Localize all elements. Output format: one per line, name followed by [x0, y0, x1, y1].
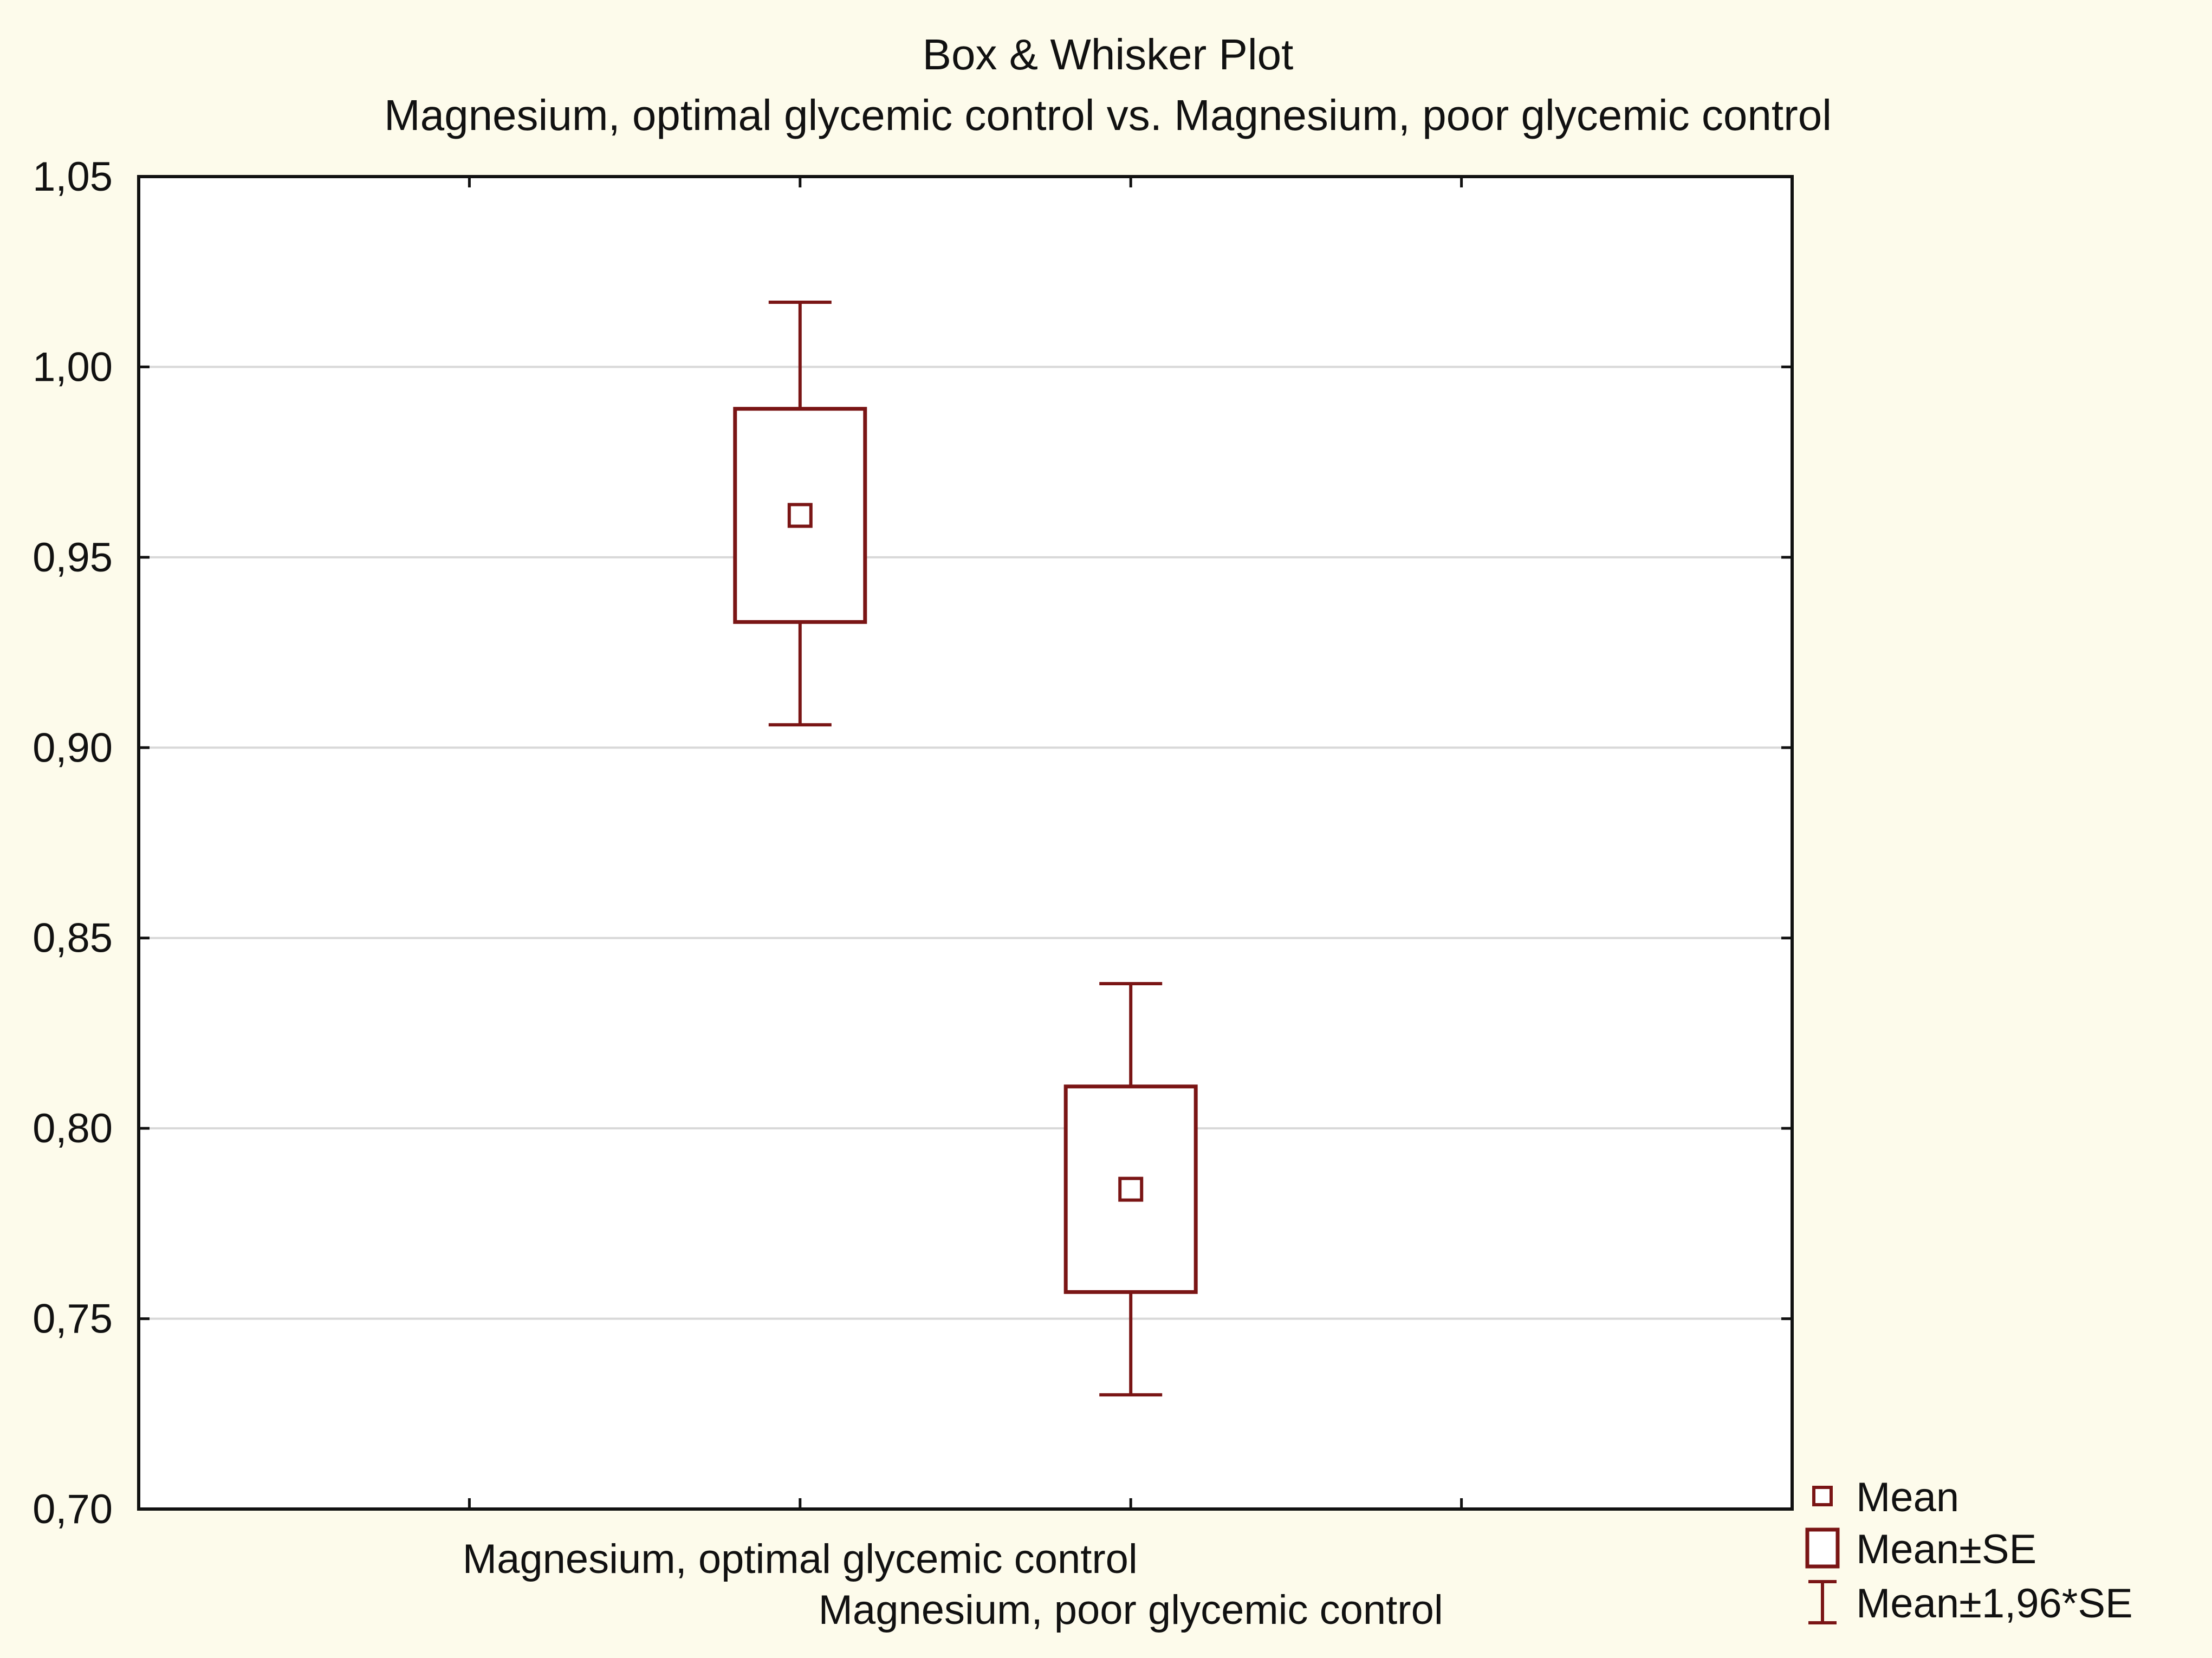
- x-tick-label: Magnesium, poor glycemic control: [819, 1587, 1443, 1633]
- y-tick-label: 1,00: [33, 344, 113, 390]
- legend: Mean Mean±SE Mean±1,96*SE: [1805, 1474, 2133, 1627]
- chart-subtitle: Magnesium, optimal glycemic control vs. …: [384, 91, 1832, 139]
- box-group: [1063, 982, 1198, 1397]
- plot-frame: [137, 175, 1794, 1511]
- legend-mean-symbol: [1812, 1486, 1833, 1506]
- y-axis-tick-labels: 0,70 0,75 0,80 0,85 0,90 0,95 1,00 1,05: [33, 154, 113, 1532]
- gridlines: [139, 366, 1792, 1320]
- legend-se-symbol: [1805, 1527, 1840, 1569]
- legend-label: Mean±SE: [1856, 1526, 2036, 1572]
- mean-marker: [1118, 1176, 1144, 1202]
- x-tick-label: Magnesium, optimal glycemic control: [463, 1536, 1138, 1582]
- y-tick-label: 0,70: [33, 1486, 113, 1532]
- plot-area: [139, 177, 1792, 1509]
- chart-title: Box & Whisker Plot: [923, 30, 1294, 79]
- box-group: [733, 300, 867, 727]
- y-tick-label: 0,75: [33, 1296, 113, 1342]
- legend-label: Mean: [1856, 1474, 1959, 1520]
- x-axis-tick-labels: Magnesium, optimal glycemic control Magne…: [463, 1536, 1443, 1633]
- y-tick-label: 0,90: [33, 725, 113, 771]
- y-tick-label: 1,05: [33, 154, 113, 200]
- mean-marker: [787, 503, 813, 528]
- legend-label: Mean±1,96*SE: [1856, 1581, 2133, 1627]
- box-marks: [733, 300, 1198, 1397]
- y-tick-label: 0,80: [33, 1106, 113, 1152]
- y-tick-label: 0,95: [33, 535, 113, 581]
- y-tick-label: 0,85: [33, 915, 113, 961]
